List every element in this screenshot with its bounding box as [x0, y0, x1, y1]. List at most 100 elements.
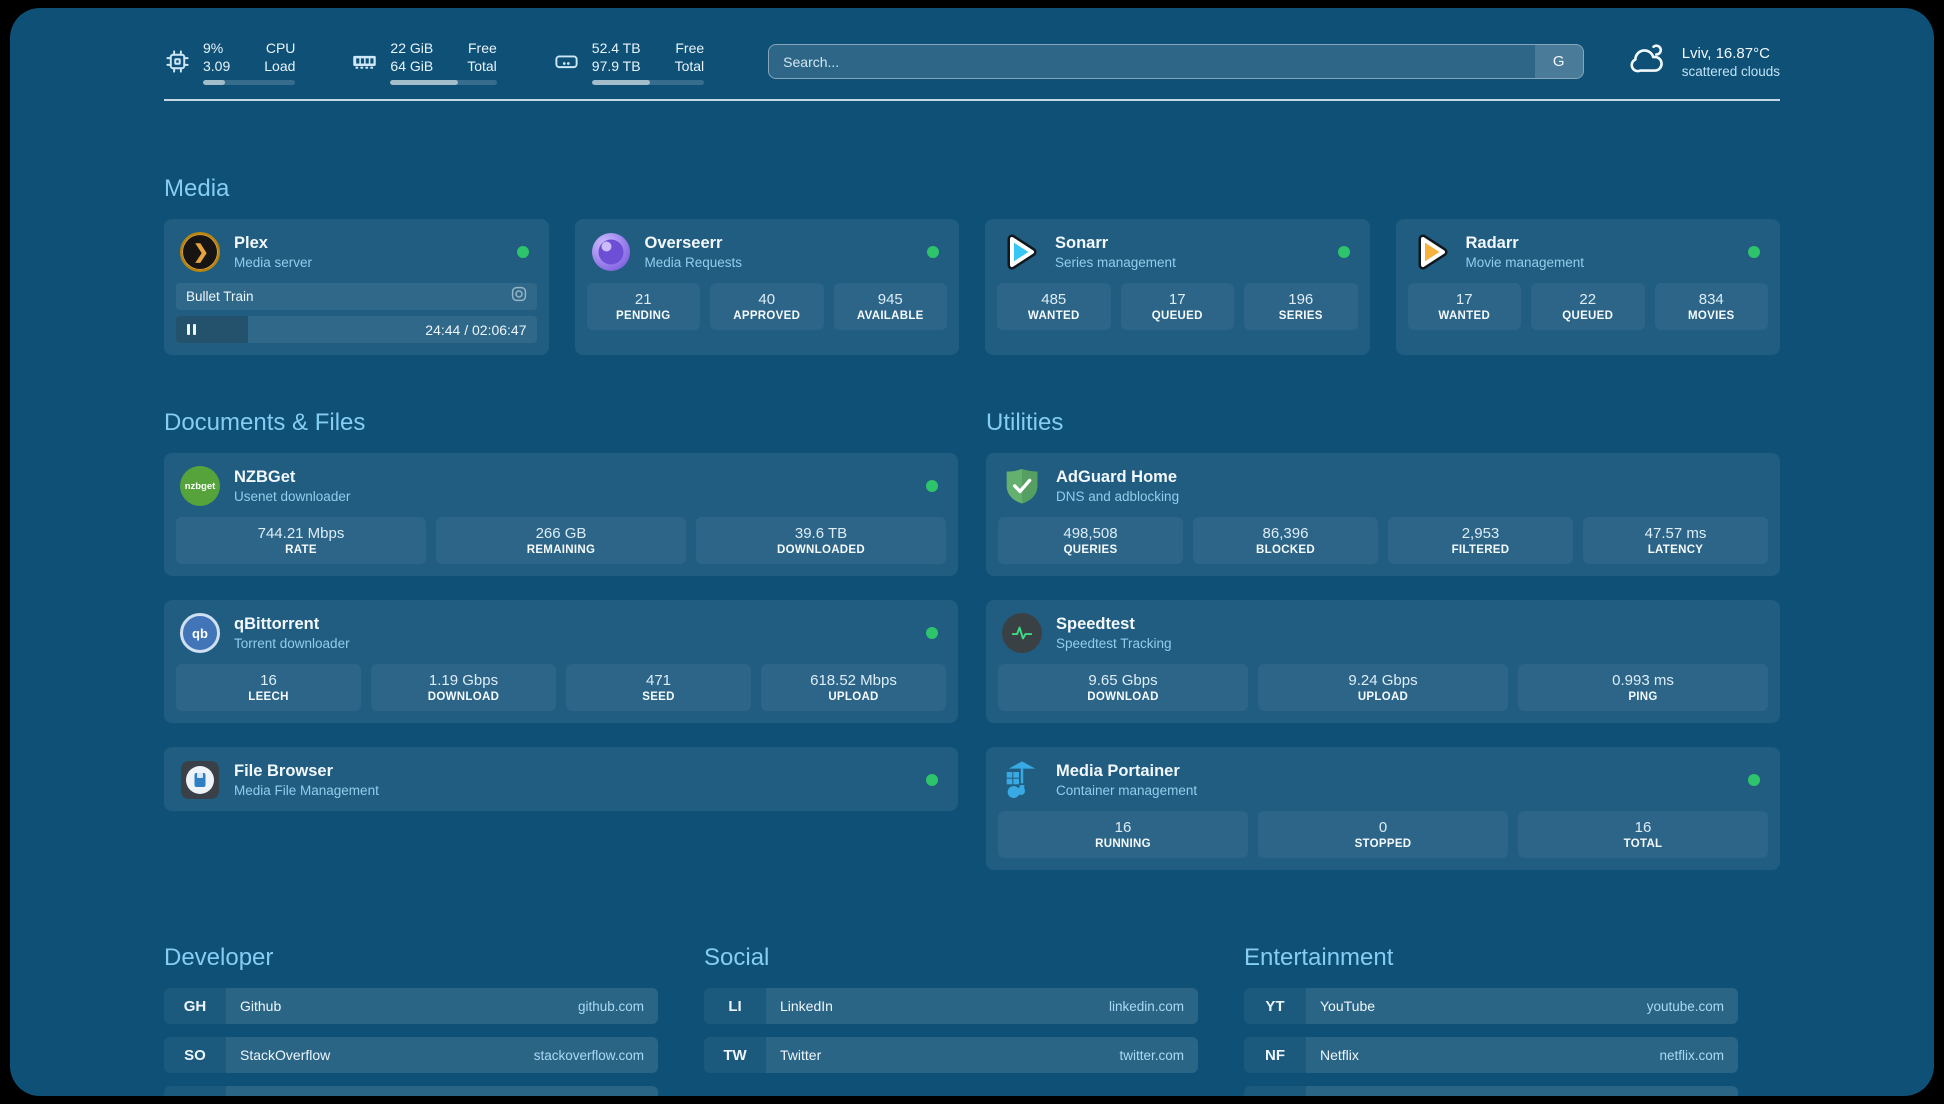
stat-rate: 744.21 Mbps RATE [176, 517, 426, 564]
disk-free-value: 52.4 TB [591, 39, 641, 56]
bookmark-netflix[interactable]: NF Netflix netflix.com [1244, 1037, 1738, 1073]
memory-free-value: 22 GiB [390, 39, 434, 56]
service-card-radarr: Radarr Movie management 17 WANTED 22 QUE… [1395, 219, 1781, 355]
stat-upload: 9.24 Gbps UPLOAD [1258, 664, 1508, 711]
bookmark-twitter[interactable]: TW Twitter twitter.com [704, 1037, 1198, 1073]
stat-queued: 22 QUEUED [1531, 283, 1645, 330]
service-card-adguard: AdGuard Home DNS and adblocking 498,508 … [986, 453, 1780, 576]
service-link-filebrowser[interactable]: File Browser Media File Management [164, 747, 958, 811]
service-description: DNS and adblocking [1056, 489, 1180, 504]
service-card-nzbget: nzbget NZBGet Usenet downloader 744.21 M… [164, 453, 958, 576]
bookmark-url: netflix.com [1659, 1047, 1724, 1063]
sonarr-icon [1001, 232, 1041, 272]
pause-icon[interactable] [187, 324, 196, 335]
service-name: File Browser [234, 762, 334, 780]
stat-latency: 47.57 ms LATENCY [1583, 517, 1768, 564]
bookmark-group-entertainment: Entertainment YT YouTube youtube.com NF … [1244, 944, 1738, 1096]
status-online-dot [1337, 246, 1350, 258]
disk-total-label: Total [674, 57, 705, 74]
topbar: 9% 3.09 CPU Load [164, 8, 1780, 85]
service-link-nzbget[interactable]: nzbget NZBGet Usenet downloader [164, 453, 958, 517]
service-description: Usenet downloader [234, 489, 351, 504]
cpu-load-value: 3.09 [203, 57, 231, 74]
status-online-dot [926, 627, 938, 639]
bookmark-abbr: DT [164, 1086, 226, 1096]
bookmark-url: stackoverflow.com [533, 1047, 644, 1063]
stat-approved: 40 APPROVED [710, 283, 824, 330]
status-online-dot [926, 774, 938, 786]
bookmark-name: LinkedIn [780, 998, 833, 1014]
memory-icon [351, 48, 378, 75]
speedtest-pulse-icon [1002, 613, 1042, 653]
bookmark-name: YouTube [1320, 998, 1376, 1014]
stat-movies: 834 MOVIES [1654, 283, 1768, 330]
qbittorrent-icon: qb [180, 613, 220, 653]
bookmark-abbr: YT [1244, 988, 1306, 1024]
service-name: AdGuard Home [1056, 468, 1178, 486]
service-link-portainer[interactable]: Media Portainer Container management [986, 747, 1780, 811]
service-link-plex[interactable]: ❯ Plex Media server [164, 219, 549, 283]
section-title-developer: Developer [164, 944, 274, 971]
search-bar: G [768, 44, 1584, 79]
search-provider-button[interactable]: G [1534, 45, 1583, 78]
playback-progressbar: 24:44 / 02:06:47 [176, 316, 537, 343]
service-link-sonarr[interactable]: Sonarr Series management [985, 219, 1370, 283]
documents-column: Documents & Files nzbget NZBGet Usenet d… [164, 409, 958, 811]
cpu-progressbar [203, 79, 296, 85]
cpu-usage-label: CPU [265, 39, 296, 56]
bookmark-url: youtube.com [1646, 998, 1724, 1014]
status-online-dot [927, 246, 939, 258]
stat-downloaded: 39.6 TB DOWNLOADED [696, 517, 946, 564]
topbar-divider [164, 99, 1780, 101]
bookmark-stackoverflow[interactable]: SO StackOverflow stackoverflow.com [164, 1037, 658, 1073]
now-playing-icon[interactable] [511, 286, 527, 307]
filebrowser-icon [180, 760, 220, 800]
service-description: Container management [1056, 783, 1198, 798]
stat-series: 196 SERIES [1244, 283, 1358, 330]
service-card-overseerr: Overseerr Media Requests 21 PENDING 40 A… [574, 219, 960, 355]
bookmark-github[interactable]: GH Github github.com [164, 988, 658, 1024]
cpu-widget: 9% 3.09 CPU Load [164, 39, 296, 85]
bookmark-name: StackOverflow [240, 1047, 331, 1063]
service-description: Speedtest Tracking [1056, 636, 1172, 651]
disk-progress-fill [591, 79, 651, 85]
bookmark-abbr: SO [164, 1037, 226, 1073]
service-link-radarr[interactable]: Radarr Movie management [1396, 219, 1781, 283]
disk-widget: 52.4 TB 97.9 TB Free Total [553, 39, 705, 85]
service-link-overseerr[interactable]: Overseerr Media Requests [575, 219, 960, 283]
cpu-chip-icon [164, 48, 191, 75]
radarr-icon [1412, 232, 1452, 272]
service-name: Sonarr [1055, 234, 1109, 252]
memory-progressbar [390, 79, 497, 85]
status-online-dot [1748, 246, 1760, 258]
bookmark-dev[interactable]: DT DEV dev.to [164, 1086, 658, 1096]
service-card-sonarr: Sonarr Series management 485 WANTED 17 Q… [985, 219, 1370, 355]
bookmark-linkedin[interactable]: LI LinkedIn linkedin.com [704, 988, 1198, 1024]
bookmark-youtube[interactable]: YT YouTube youtube.com [1244, 988, 1738, 1024]
service-name: Plex [234, 234, 268, 252]
stat-seed: 471 SEED [566, 664, 751, 711]
stat-leech: 16 LEECH [176, 664, 361, 711]
bookmark-reddit[interactable]: RE Reddit reddit.com [1244, 1086, 1738, 1096]
bookmark-name: Twitter [780, 1047, 822, 1063]
service-link-speedtest[interactable]: Speedtest Speedtest Tracking [986, 600, 1780, 664]
stat-download: 9.65 Gbps DOWNLOAD [998, 664, 1248, 711]
memory-progress-fill [390, 79, 459, 85]
service-link-adguard[interactable]: AdGuard Home DNS and adblocking [986, 453, 1780, 517]
service-card-speedtest: Speedtest Speedtest Tracking 9.65 Gbps D… [986, 600, 1780, 723]
stat-stopped: 0 STOPPED [1258, 811, 1508, 858]
stat-available: 945 AVAILABLE [833, 283, 947, 330]
memory-free-label: Free [468, 39, 497, 56]
resource-widgets: 9% 3.09 CPU Load [164, 39, 705, 85]
stat-running: 16 RUNNING [998, 811, 1248, 858]
stat-ping: 0.993 ms PING [1518, 664, 1768, 711]
bookmark-group-developer: Developer GH Github github.com SO StackO… [164, 944, 658, 1096]
status-online-dot [1748, 774, 1760, 786]
disk-progressbar [591, 79, 705, 85]
cpu-progress-fill [203, 79, 226, 85]
bookmark-url: linkedin.com [1108, 998, 1184, 1014]
stat-queued: 17 QUEUED [1120, 283, 1234, 330]
search-input[interactable] [768, 44, 1584, 79]
service-name: qBittorrent [234, 615, 320, 633]
service-link-qbittorrent[interactable]: qb qBittorrent Torrent downloader [164, 600, 958, 664]
